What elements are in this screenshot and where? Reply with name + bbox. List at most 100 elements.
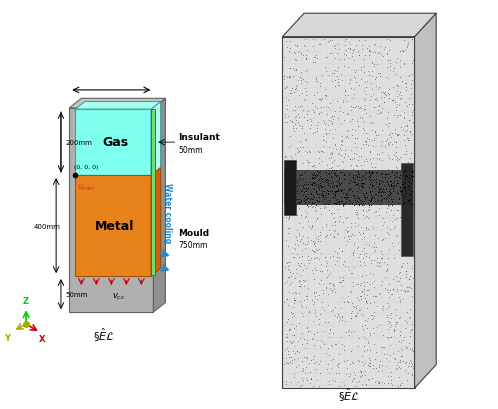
Point [349, 172, 357, 178]
Point [354, 189, 362, 195]
Point [337, 148, 345, 154]
Point [324, 361, 332, 367]
Point [360, 63, 368, 70]
Point [310, 290, 318, 297]
Point [293, 348, 301, 355]
Polygon shape [284, 161, 296, 216]
Point [375, 186, 383, 192]
Point [286, 192, 294, 198]
Point [317, 178, 325, 184]
Point [312, 164, 320, 171]
Text: Z: Z [23, 296, 29, 305]
Point [331, 222, 339, 229]
Point [320, 202, 328, 208]
Point [331, 55, 339, 62]
Point [284, 189, 292, 196]
Point [333, 230, 341, 237]
Point [290, 182, 298, 189]
Point [293, 196, 301, 202]
Point [318, 184, 326, 191]
Point [302, 170, 310, 176]
Point [326, 280, 334, 286]
Point [354, 157, 362, 164]
Point [345, 40, 353, 47]
Point [368, 183, 375, 189]
Point [291, 246, 299, 252]
Point [314, 148, 322, 155]
Point [371, 191, 378, 198]
Point [301, 345, 309, 351]
Point [334, 181, 342, 188]
Point [326, 285, 334, 292]
Point [380, 380, 388, 386]
Point [365, 136, 373, 142]
Point [350, 247, 358, 254]
Point [361, 367, 369, 374]
Point [312, 235, 320, 241]
Point [370, 64, 378, 70]
Point [370, 104, 378, 111]
Point [334, 364, 342, 370]
Point [349, 231, 357, 238]
Point [397, 189, 405, 195]
Point [375, 189, 383, 195]
Point [303, 47, 311, 54]
Point [390, 177, 398, 183]
Point [323, 176, 331, 183]
Point [372, 293, 379, 300]
Point [344, 229, 352, 235]
Point [321, 92, 329, 99]
Point [323, 173, 331, 179]
Point [334, 116, 342, 122]
Point [367, 258, 375, 264]
Point [362, 190, 370, 197]
Point [335, 351, 343, 357]
Text: $v_{cc}$: $v_{cc}$ [112, 291, 125, 301]
Point [307, 357, 315, 363]
Point [369, 61, 376, 67]
Point [398, 263, 406, 270]
Point [358, 323, 366, 329]
Point [353, 135, 361, 142]
Point [303, 377, 311, 383]
Point [383, 224, 391, 231]
Point [366, 149, 374, 156]
Point [288, 311, 296, 317]
Point [362, 336, 370, 343]
Point [401, 168, 409, 174]
Point [390, 138, 398, 145]
Point [287, 153, 295, 160]
Point [373, 170, 380, 176]
Point [402, 202, 410, 209]
Point [295, 92, 303, 99]
Point [280, 187, 288, 193]
Point [317, 98, 325, 104]
Point [324, 291, 332, 297]
Point [307, 119, 315, 125]
Point [333, 254, 341, 261]
Point [399, 162, 407, 169]
Point [313, 198, 321, 204]
Point [282, 174, 290, 181]
Point [351, 196, 359, 202]
Point [284, 274, 292, 281]
Polygon shape [282, 38, 414, 388]
Point [348, 300, 356, 306]
Point [290, 200, 298, 207]
Point [294, 186, 302, 192]
Point [357, 372, 365, 379]
Point [290, 332, 298, 339]
Point [332, 197, 340, 204]
Point [396, 287, 404, 294]
Point [387, 373, 395, 380]
Point [329, 116, 337, 123]
Point [290, 49, 298, 56]
Point [312, 53, 320, 59]
Point [284, 351, 292, 357]
Point [402, 135, 410, 142]
Point [308, 188, 316, 195]
Point [403, 288, 411, 294]
Point [348, 308, 356, 315]
Point [323, 366, 331, 373]
Point [285, 267, 293, 274]
